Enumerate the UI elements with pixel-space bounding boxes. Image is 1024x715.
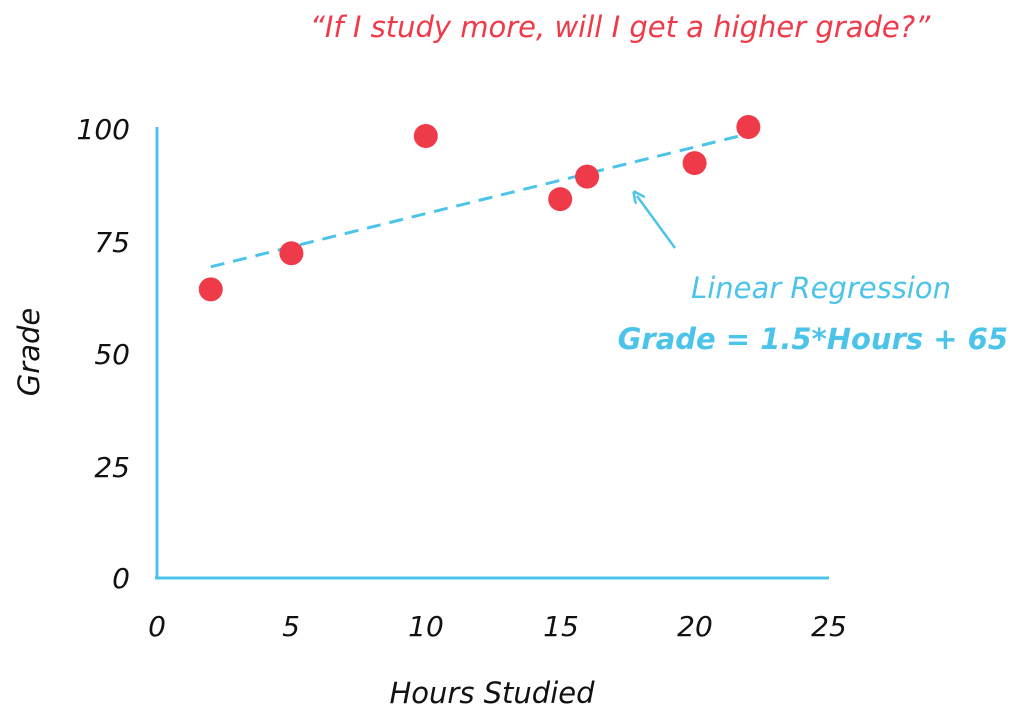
x-tick-labels: 0 5 10 15 20 25 xyxy=(148,610,847,643)
annotation-arrow xyxy=(637,196,677,249)
x-tick-label: 20 xyxy=(677,610,713,643)
data-points xyxy=(198,115,761,302)
chart-title: “If I study more, will I get a higher gr… xyxy=(310,10,931,44)
data-point xyxy=(198,277,223,302)
x-tick-label: 25 xyxy=(811,610,847,643)
data-point xyxy=(548,187,573,212)
y-tick-labels: 0 25 50 75 100 xyxy=(77,113,130,595)
y-tick-label: 50 xyxy=(94,338,130,371)
y-tick-label: 100 xyxy=(77,113,130,146)
regression-line xyxy=(210,132,749,269)
regression-annotation-label: Linear Regression xyxy=(691,271,951,305)
x-tick-label: 15 xyxy=(543,610,579,643)
y-tick-label: 75 xyxy=(94,226,130,259)
data-point xyxy=(682,151,707,176)
x-tick-label: 5 xyxy=(282,610,300,643)
data-point xyxy=(575,164,600,189)
y-axis-label: Grade xyxy=(12,308,46,396)
x-tick-label: 0 xyxy=(148,610,166,643)
x-tick-label: 10 xyxy=(408,610,444,643)
x-axis-label: Hours Studied xyxy=(389,676,595,710)
data-point xyxy=(736,115,761,139)
y-tick-label: 0 xyxy=(112,562,130,595)
y-tick-label: 25 xyxy=(94,451,130,484)
data-point xyxy=(413,124,438,149)
data-point xyxy=(279,241,304,266)
regression-formula: Grade = 1.5*Hours + 65 xyxy=(618,322,1008,356)
